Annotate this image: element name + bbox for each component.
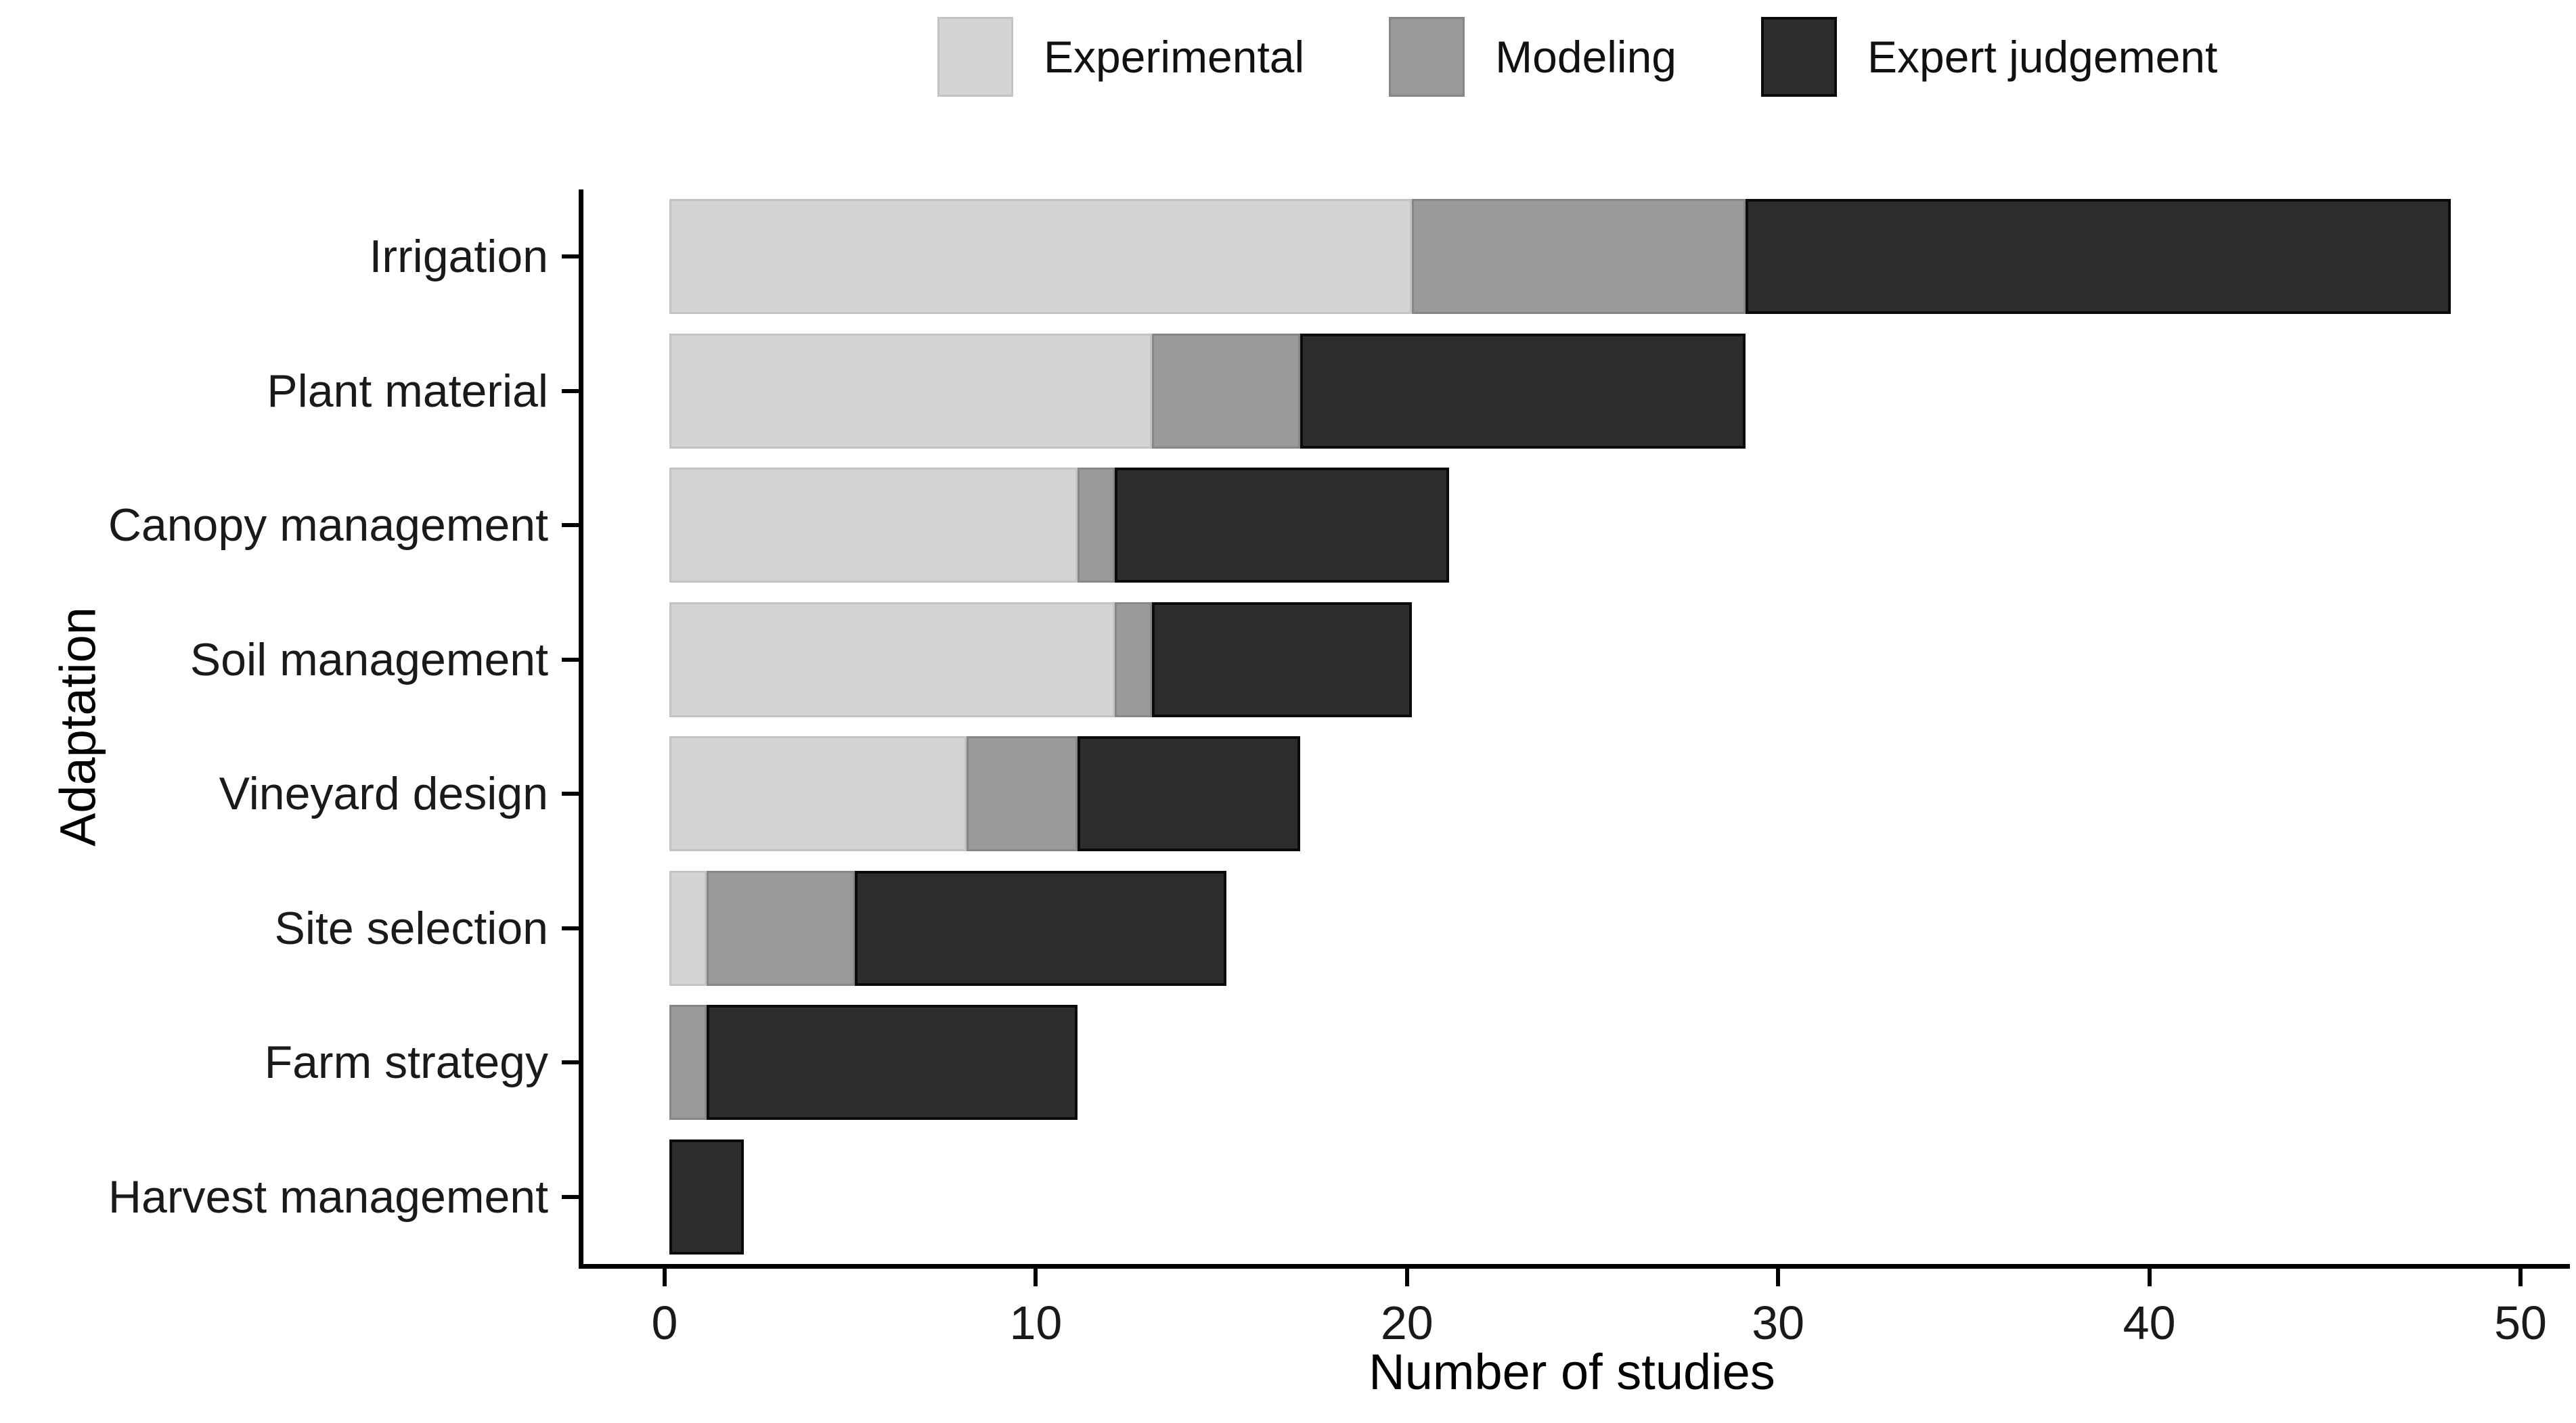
- bar-segment: [669, 1139, 744, 1255]
- x-tick-mark: [2147, 1269, 2152, 1286]
- category-label: Site selection: [274, 902, 548, 954]
- bar-segment: [669, 333, 1152, 449]
- bar-segment: [706, 870, 856, 986]
- y-axis-category-labels: Irrigation Plant material Canopy managemen…: [41, 189, 548, 1264]
- category-label: Harvest management: [108, 1171, 548, 1223]
- y-tick-mark: [562, 1060, 579, 1065]
- y-tick-mark: [562, 254, 579, 259]
- bar-segment: [669, 602, 1115, 717]
- legend-label: Expert judgement: [1867, 32, 2218, 82]
- x-tick-label: 50: [2494, 1296, 2547, 1349]
- bar-segment: [1300, 333, 1746, 449]
- category-label: Plant material: [267, 365, 548, 417]
- bar-segment: [1151, 333, 1301, 449]
- stacked-bar: [669, 468, 1449, 583]
- bar-segment: [669, 736, 967, 852]
- legend-swatch: [937, 17, 1013, 97]
- bar-segment: [1078, 736, 1301, 852]
- bar-segment: [1115, 602, 1152, 717]
- bar-row: [583, 324, 2570, 459]
- x-tick-label: 20: [1380, 1296, 1434, 1349]
- legend-item-expert-judgement: Expert judgement: [1761, 17, 2217, 97]
- bar-row: [583, 995, 2570, 1130]
- stacked-bar: [669, 199, 2451, 315]
- legend-item-modeling: Modeling: [1389, 17, 1676, 97]
- stacked-bar: [669, 1139, 744, 1255]
- stacked-bar: [669, 602, 1412, 717]
- plot-panel: [562, 189, 2570, 1269]
- legend-label: Experimental: [1044, 32, 1305, 82]
- bar-row: [583, 593, 2570, 727]
- bar-segment: [706, 1005, 1078, 1121]
- stacked-bar: [669, 870, 1226, 986]
- bar-row: [583, 458, 2570, 593]
- bar-row: [583, 1130, 2570, 1265]
- x-tick-mark: [1776, 1269, 1781, 1286]
- bar-row: [583, 727, 2570, 861]
- bar-row: [583, 861, 2570, 996]
- bar-segment: [1411, 199, 1746, 315]
- y-tick-mark: [562, 657, 579, 662]
- bar-rows: [583, 189, 2570, 1264]
- bar-segment: [1115, 468, 1449, 583]
- legend-swatch: [1761, 17, 1838, 97]
- bar-segment: [1746, 199, 2451, 315]
- legend-label: Modeling: [1495, 32, 1677, 82]
- legend: Experimental Modeling Expert judgement: [937, 17, 2217, 97]
- bar-row: [583, 189, 2570, 324]
- x-axis: 0 10 20 30 40 50: [579, 1269, 2565, 1349]
- x-tick-label: 40: [2123, 1296, 2176, 1349]
- y-tick-mark: [562, 1194, 579, 1199]
- y-axis-title: Adaptation: [49, 607, 106, 846]
- category-label: Soil management: [190, 633, 548, 685]
- x-tick-label: 10: [1009, 1296, 1063, 1349]
- category-label: Farm strategy: [264, 1037, 548, 1089]
- legend-swatch: [1389, 17, 1465, 97]
- y-tick-mark: [562, 523, 579, 528]
- bar-segment: [669, 468, 1078, 583]
- x-tick-mark: [663, 1269, 667, 1286]
- x-tick-mark: [2518, 1269, 2523, 1286]
- y-tick-mark: [562, 792, 579, 796]
- x-tick-label: 30: [1752, 1296, 1805, 1349]
- bar-segment: [966, 736, 1078, 852]
- category-label: Irrigation: [369, 231, 548, 283]
- category-label: Vineyard design: [219, 768, 548, 820]
- stacked-bar: [669, 333, 1746, 449]
- bar-segment: [669, 199, 1412, 315]
- x-tick-mark: [1404, 1269, 1409, 1286]
- bar-segment: [669, 870, 707, 986]
- bar-segment: [669, 1005, 707, 1121]
- x-tick-mark: [1034, 1269, 1038, 1286]
- legend-item-experimental: Experimental: [937, 17, 1304, 97]
- y-tick-mark: [562, 388, 579, 393]
- category-label: Canopy management: [108, 499, 548, 551]
- x-axis-title: Number of studies: [1369, 1344, 1775, 1400]
- bar-segment: [1078, 468, 1115, 583]
- bar-segment: [1151, 602, 1412, 717]
- stacked-bar: [669, 736, 1301, 852]
- stacked-bar: [669, 1005, 1078, 1121]
- x-tick-label: 0: [651, 1296, 678, 1349]
- y-tick-mark: [562, 926, 579, 930]
- bar-segment: [855, 870, 1226, 986]
